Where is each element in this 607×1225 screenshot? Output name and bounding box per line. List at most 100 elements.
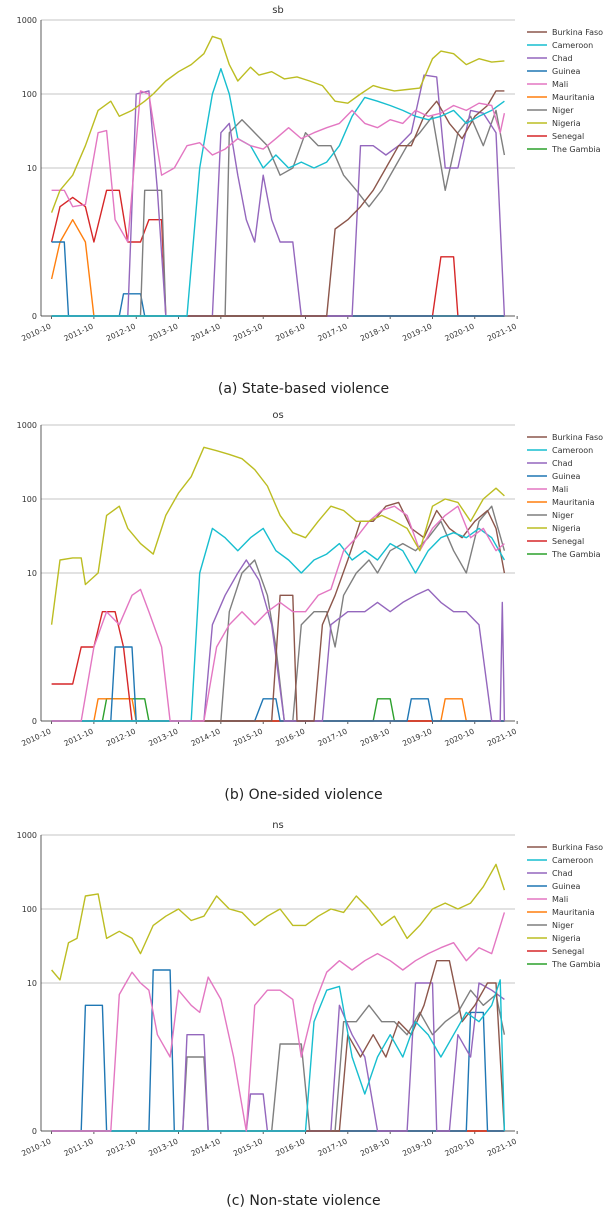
legend-label-guinea: Guinea [552, 472, 580, 481]
legend-label-chad: Chad [552, 54, 573, 63]
series-line-mali [51, 90, 506, 243]
legend-label-burkina-faso: Burkina Faso [552, 433, 603, 442]
panel-non-state: ns 0 10 100 1000 2010-10 2011-10 2012-10 2013-10… [0, 815, 607, 1225]
series-line-nigeria [50, 35, 505, 213]
legend-label-senegal: Senegal [552, 132, 584, 141]
legend-label-the-gambia: The Gambia [551, 550, 601, 559]
series-line-niger [51, 505, 506, 722]
x-tick-label: 2018-10 [359, 322, 391, 343]
y-tick-label: 1000 [17, 831, 37, 840]
legend-label-mauritania: Mauritania [552, 93, 595, 102]
x-tick-label: 2017-10 [316, 322, 348, 343]
x-tick-label: 2010-10 [20, 322, 52, 343]
legend: Burkina Faso Cameroon Chad Guinea Mali Maurit… [527, 433, 603, 559]
x-tick-label: 2012-10 [105, 322, 137, 343]
series-line-guinea [51, 969, 505, 1132]
x-tick-label: 2021-10 [486, 1137, 518, 1158]
y-tick-label: 1000 [17, 16, 37, 25]
legend-label-cameroon: Cameroon [552, 41, 593, 50]
x-tick-label: 2021-10 [486, 727, 518, 748]
caption-non-state: (c) Non-state violence [226, 1193, 381, 1209]
x-tick-label: 2011-10 [63, 727, 95, 748]
x-tick-label: 2014-10 [190, 322, 222, 343]
series-line-burkina-faso [51, 90, 505, 317]
y-tick-label: 100 [22, 90, 37, 99]
chart-title: sb [272, 5, 284, 16]
x-tick-label: 2012-10 [105, 1137, 137, 1158]
chart-title: ns [272, 820, 284, 831]
chart-non-state: ns 0 10 100 1000 2010-10 2011-10 2012-10 2013-10… [17, 820, 604, 1158]
legend: Burkina Faso Cameroon Chad Guinea Mali Maurit… [527, 843, 603, 969]
x-tick-label: 2013-10 [147, 322, 179, 343]
x-tick-label: 2019-10 [401, 1137, 433, 1158]
series-line-burkina-faso [51, 501, 506, 722]
series-line-burkina-faso [51, 959, 506, 1132]
y-tick-label: 10 [27, 569, 37, 578]
y-tick-label: 100 [22, 495, 37, 504]
x-tick-label: 2020-10 [443, 1137, 475, 1158]
x-tick-label: 2019-10 [401, 727, 433, 748]
x-tick-label: 2016-10 [274, 1137, 306, 1158]
x-tick-label: 2013-10 [147, 727, 179, 748]
y-tick-label: 0 [32, 717, 37, 726]
x-tick-label: 2014-10 [190, 1137, 222, 1158]
legend-label-nigeria: Nigeria [552, 119, 581, 128]
chart-state-based: sb 0 10 100 1000 2010-10 2011-10 2012-10 2013-10… [17, 5, 604, 343]
x-tick-label: 2020-10 [443, 727, 475, 748]
y-tick-label: 100 [22, 905, 37, 914]
series-line-senegal [50, 189, 505, 317]
y-tick-label: 10 [27, 164, 37, 173]
series-line-cameroon [51, 979, 506, 1132]
legend-label-nigeria: Nigeria [552, 524, 581, 533]
legend-label-burkina-faso: Burkina Faso [552, 843, 603, 852]
x-tick-label: 2016-10 [274, 727, 306, 748]
legend: Burkina Faso Cameroon Chad Guinea Mali Maurit… [527, 28, 603, 154]
x-tick-label: 2013-10 [147, 1137, 179, 1158]
legend-label-chad: Chad [552, 459, 573, 468]
x-tick-label: 2010-10 [20, 727, 52, 748]
series-line-mali [51, 505, 505, 722]
chart-title: os [272, 410, 283, 421]
legend-label-mauritania: Mauritania [552, 498, 595, 507]
x-tick-label: 2018-10 [359, 1137, 391, 1158]
x-tick-label: 2011-10 [63, 1137, 95, 1158]
series-line-mauritania [50, 218, 505, 317]
caption-state-based: (a) State-based violence [217, 381, 390, 397]
caption-one-sided: (b) One-sided violence [224, 787, 383, 803]
legend-label-niger: Niger [552, 921, 574, 930]
y-tick-label: 10 [27, 979, 37, 988]
series-line-mali [51, 912, 506, 1132]
x-tick-label: 2015-10 [232, 1137, 264, 1158]
legend-label-mali: Mali [552, 485, 568, 494]
panel-one-sided: os 0 10 100 1000 2010-10 2011-10 2012-10 2013-10… [0, 405, 607, 815]
y-tick-label: 0 [32, 1127, 37, 1136]
x-tick-label: 2014-10 [190, 727, 222, 748]
legend-label-cameroon: Cameroon [552, 446, 593, 455]
legend-label-guinea: Guinea [552, 882, 580, 891]
x-tick-label: 2012-10 [105, 727, 137, 748]
x-tick-label: 2015-10 [232, 727, 264, 748]
legend-label-guinea: Guinea [552, 67, 580, 76]
series-line-senegal [51, 610, 505, 722]
legend-label-mali: Mali [552, 895, 568, 904]
legend-label-niger: Niger [552, 511, 574, 520]
x-tick-label: 2020-10 [443, 322, 475, 343]
x-tick-label: 2017-10 [316, 727, 348, 748]
legend-label-senegal: Senegal [552, 947, 584, 956]
legend-label-burkina-faso: Burkina Faso [552, 28, 603, 37]
legend-label-niger: Niger [552, 106, 574, 115]
legend-label-nigeria: Nigeria [552, 934, 581, 943]
x-tick-label: 2011-10 [63, 322, 95, 343]
x-tick-label: 2016-10 [274, 322, 306, 343]
x-tick-label: 2018-10 [359, 727, 391, 748]
legend-label-the-gambia: The Gambia [551, 960, 601, 969]
panel-state-based: sb 0 10 100 1000 2010-10 2011-10 2012-10 2013-10… [0, 0, 607, 410]
legend-label-mauritania: Mauritania [552, 908, 595, 917]
chart-one-sided: os 0 10 100 1000 2010-10 2011-10 2012-10 2013-10… [17, 410, 604, 748]
series-line-chad [51, 559, 506, 722]
x-tick-label: 2017-10 [316, 1137, 348, 1158]
y-tick-label: 0 [32, 312, 37, 321]
x-tick-label: 2010-10 [20, 1137, 52, 1158]
legend-label-senegal: Senegal [552, 537, 584, 546]
legend-label-mali: Mali [552, 80, 568, 89]
